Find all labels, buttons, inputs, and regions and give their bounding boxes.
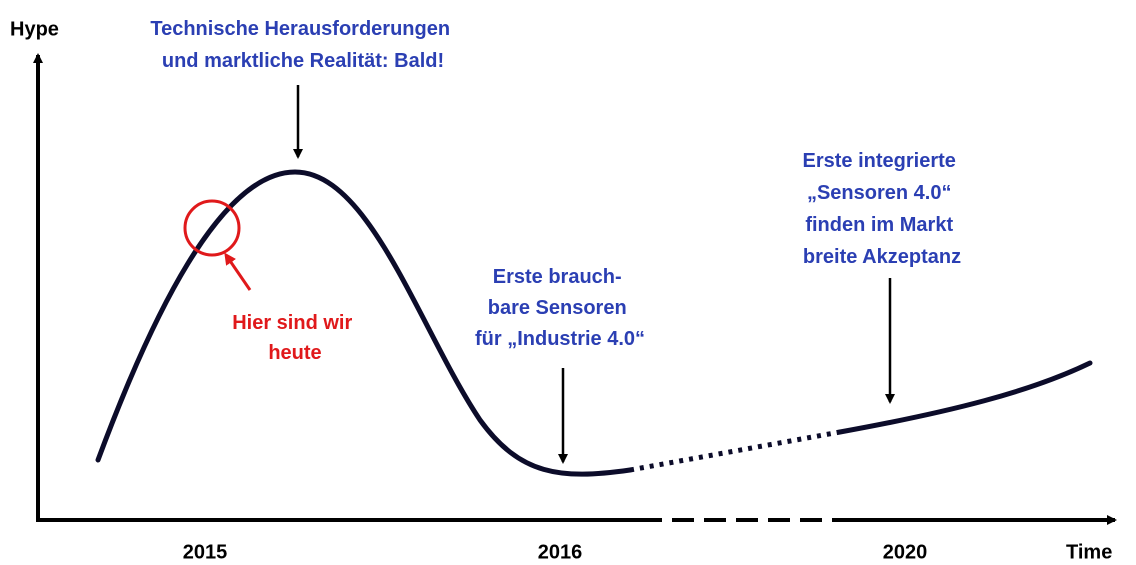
annotation-line: „Sensoren 4.0“ xyxy=(807,182,952,204)
annotation: Technische Herausforderungen und marktli… xyxy=(150,18,455,72)
year-label: 2020 xyxy=(883,541,928,563)
annotation-line: finden im Markt xyxy=(805,214,953,236)
axes xyxy=(33,53,1117,525)
curve xyxy=(95,169,1093,477)
marker-arrow xyxy=(224,252,252,291)
arrows xyxy=(293,85,895,464)
annotation-line: heute xyxy=(268,342,321,364)
annotation-line: breite Akzeptanz xyxy=(803,246,961,268)
year-label: 2016 xyxy=(538,541,583,563)
annotation-line: und marktliche Realität: Bald! xyxy=(162,50,444,72)
annotation-line: für „Industrie 4.0“ xyxy=(475,328,645,350)
year-label: 2015 xyxy=(183,541,228,563)
annotation: Hier sind wir heute xyxy=(232,312,358,364)
annotation-line: bare Sensoren xyxy=(488,297,627,319)
y-axis-label: Hype xyxy=(10,18,59,40)
annotation: Erste brauch- bare Sensoren für „Industr… xyxy=(475,266,645,350)
marker-circle xyxy=(183,199,241,257)
annotation-line: Technische Herausforderungen xyxy=(150,18,450,40)
curve-solid xyxy=(95,169,633,477)
annotation-line: Erste brauch- xyxy=(493,266,622,288)
x-axis-label: Time xyxy=(1066,541,1112,563)
annotation: Erste integrierte „Sensoren 4.0“ finden … xyxy=(803,150,962,268)
curve-solid-end xyxy=(837,360,1093,435)
curve-dotted xyxy=(629,429,841,473)
annotation-line: Hier sind wir xyxy=(232,312,352,334)
annotation-line: Erste integrierte xyxy=(803,150,956,172)
